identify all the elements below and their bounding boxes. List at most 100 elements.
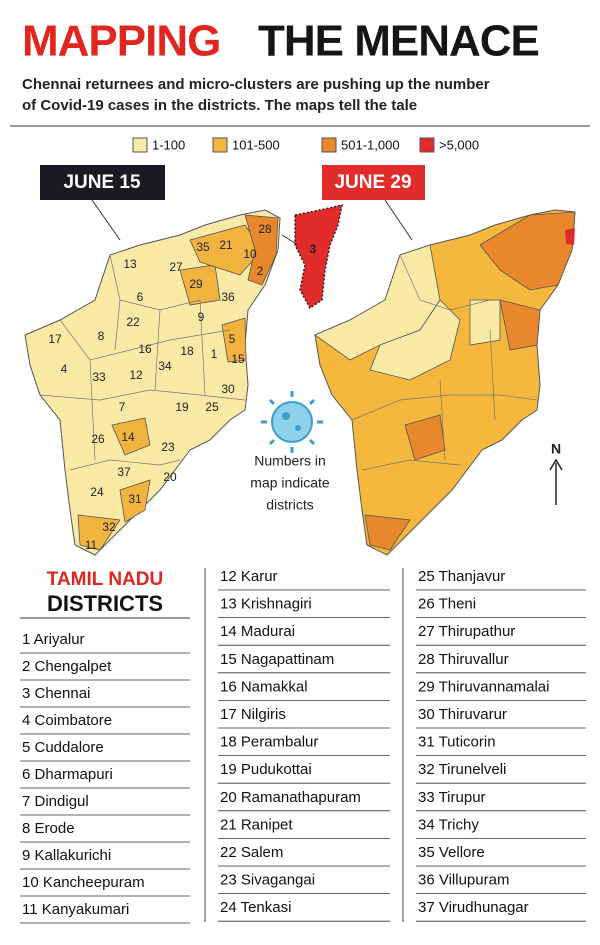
list-title: DISTRICTS [47,591,163,616]
district-number: 25 [205,400,219,414]
district-number: 32 [102,520,116,534]
district-number: 15 [231,352,245,366]
chennai-inset [281,204,343,310]
district-item: 25 Thanjavur [418,568,505,585]
district-number: 20 [163,470,177,484]
district-number: 37 [117,465,131,479]
district-item: 36 Villupuram [418,872,509,889]
district-item: 3 Chennai [22,685,90,702]
subtitle-line: of Covid-19 cases in the districts. The … [22,97,417,114]
district-number: 1 [211,347,218,361]
legend-swatch [132,137,148,153]
district-item: 13 Krishnagiri [220,596,312,613]
district-number: 16 [138,342,152,356]
district-number: 26 [91,432,105,446]
district-item: 5 Cuddalore [22,739,104,756]
district-item: 18 Perambalur [220,734,318,751]
district-item: 20 Ramanathapuram [220,789,361,806]
district-number: 17 [48,332,62,346]
date-label: JUNE 15 [63,172,141,193]
district-number: 23 [161,440,175,454]
legend-label: 101-500 [232,137,280,152]
district-number: 30 [221,382,235,396]
district-number: 2 [257,264,264,278]
date-label: JUNE 29 [334,172,411,193]
district-number: 35 [196,240,210,254]
district-number: 12 [129,368,143,382]
district-number: 6 [137,290,144,304]
district-item: 33 Tirupur [418,789,486,806]
district-item: 28 Thiruvallur [418,651,509,668]
district-item: 17 Nilgiris [220,706,286,723]
district-item: 15 Nagapattinam [220,651,334,668]
district-item: 4 Coimbatore [22,712,112,729]
district-item: 27 Thirupathur [418,623,515,640]
legend-label: >5,000 [439,137,479,152]
district-number: 9 [198,310,205,324]
legend-swatch [321,137,337,153]
district-item: 29 Thiruvannamalai [418,678,549,695]
district-number: 33 [92,370,106,384]
district-item: 14 Madurai [220,623,295,640]
district-item: 9 Kallakurichi [22,847,111,864]
district-number: 13 [123,257,137,271]
district-item: 32 Tirunelveli [418,761,506,778]
district-number: 29 [189,277,203,291]
district-number: 21 [219,238,233,252]
map-june-15 [24,199,281,556]
legend-label: 501-1,000 [341,137,400,152]
list-title-red: TAMIL NADU [47,569,163,590]
legend-label: 1-100 [152,137,185,152]
legend-swatch [419,137,435,153]
district-number: 18 [180,344,194,358]
district-item: 37 Virudhunagar [418,899,529,916]
virus-icon [261,391,323,453]
subtitle-line: Chennai returnees and micro-clusters are… [22,76,490,93]
district-item: 26 Theni [418,596,476,613]
district-number: 5 [229,332,236,346]
district-item: 23 Sivagangai [220,872,315,889]
district-item: 35 Vellore [418,844,485,861]
district-number: 27 [169,260,183,274]
district-item: 30 Thiruvarur [418,706,507,723]
district-number: 10 [243,247,257,261]
district-item: 1 Ariyalur [22,631,85,648]
district-item: 11 Kanyakumari [22,901,129,918]
district-item: 34 Trichy [418,816,479,833]
map-june-29 [314,199,576,556]
date-box [322,165,425,200]
district-item: 2 Chengalpet [22,658,112,675]
district-number: 28 [258,222,272,236]
note-line: Numbers in [254,453,326,469]
district-item: 24 Tenkasi [220,899,291,916]
note-line: map indicate [250,475,330,491]
district-item: 19 Pudukottai [220,761,312,778]
district-item: 6 Dharmapuri [22,766,113,783]
district-number: 8 [98,329,105,343]
district-number: 3 [310,242,317,256]
district-number: 36 [221,290,235,304]
district-item: 16 Namakkal [220,678,308,695]
district-number: 22 [126,315,140,329]
district-number: 14 [121,430,135,444]
district-item: 31 Tuticorin [418,734,496,751]
district-number: 4 [61,362,68,376]
district-item: 21 Ranipet [220,816,293,833]
note-line: districts [266,497,313,513]
north-label: N [551,441,561,457]
district-number: 31 [128,492,142,506]
district-item: 8 Erode [22,820,75,837]
date-box [40,165,165,200]
district-item: 10 Kancheepuram [22,874,145,891]
district-number: 7 [119,400,126,414]
title-red: MAPPING [22,17,220,66]
district-item: 12 Karur [220,568,278,585]
district-number: 34 [158,359,172,373]
district-number: 19 [175,400,189,414]
district-number: 11 [85,538,98,552]
title-black: THE MENACE [258,17,539,66]
district-item: 7 Dindigul [22,793,89,810]
district-number: 24 [90,485,104,499]
